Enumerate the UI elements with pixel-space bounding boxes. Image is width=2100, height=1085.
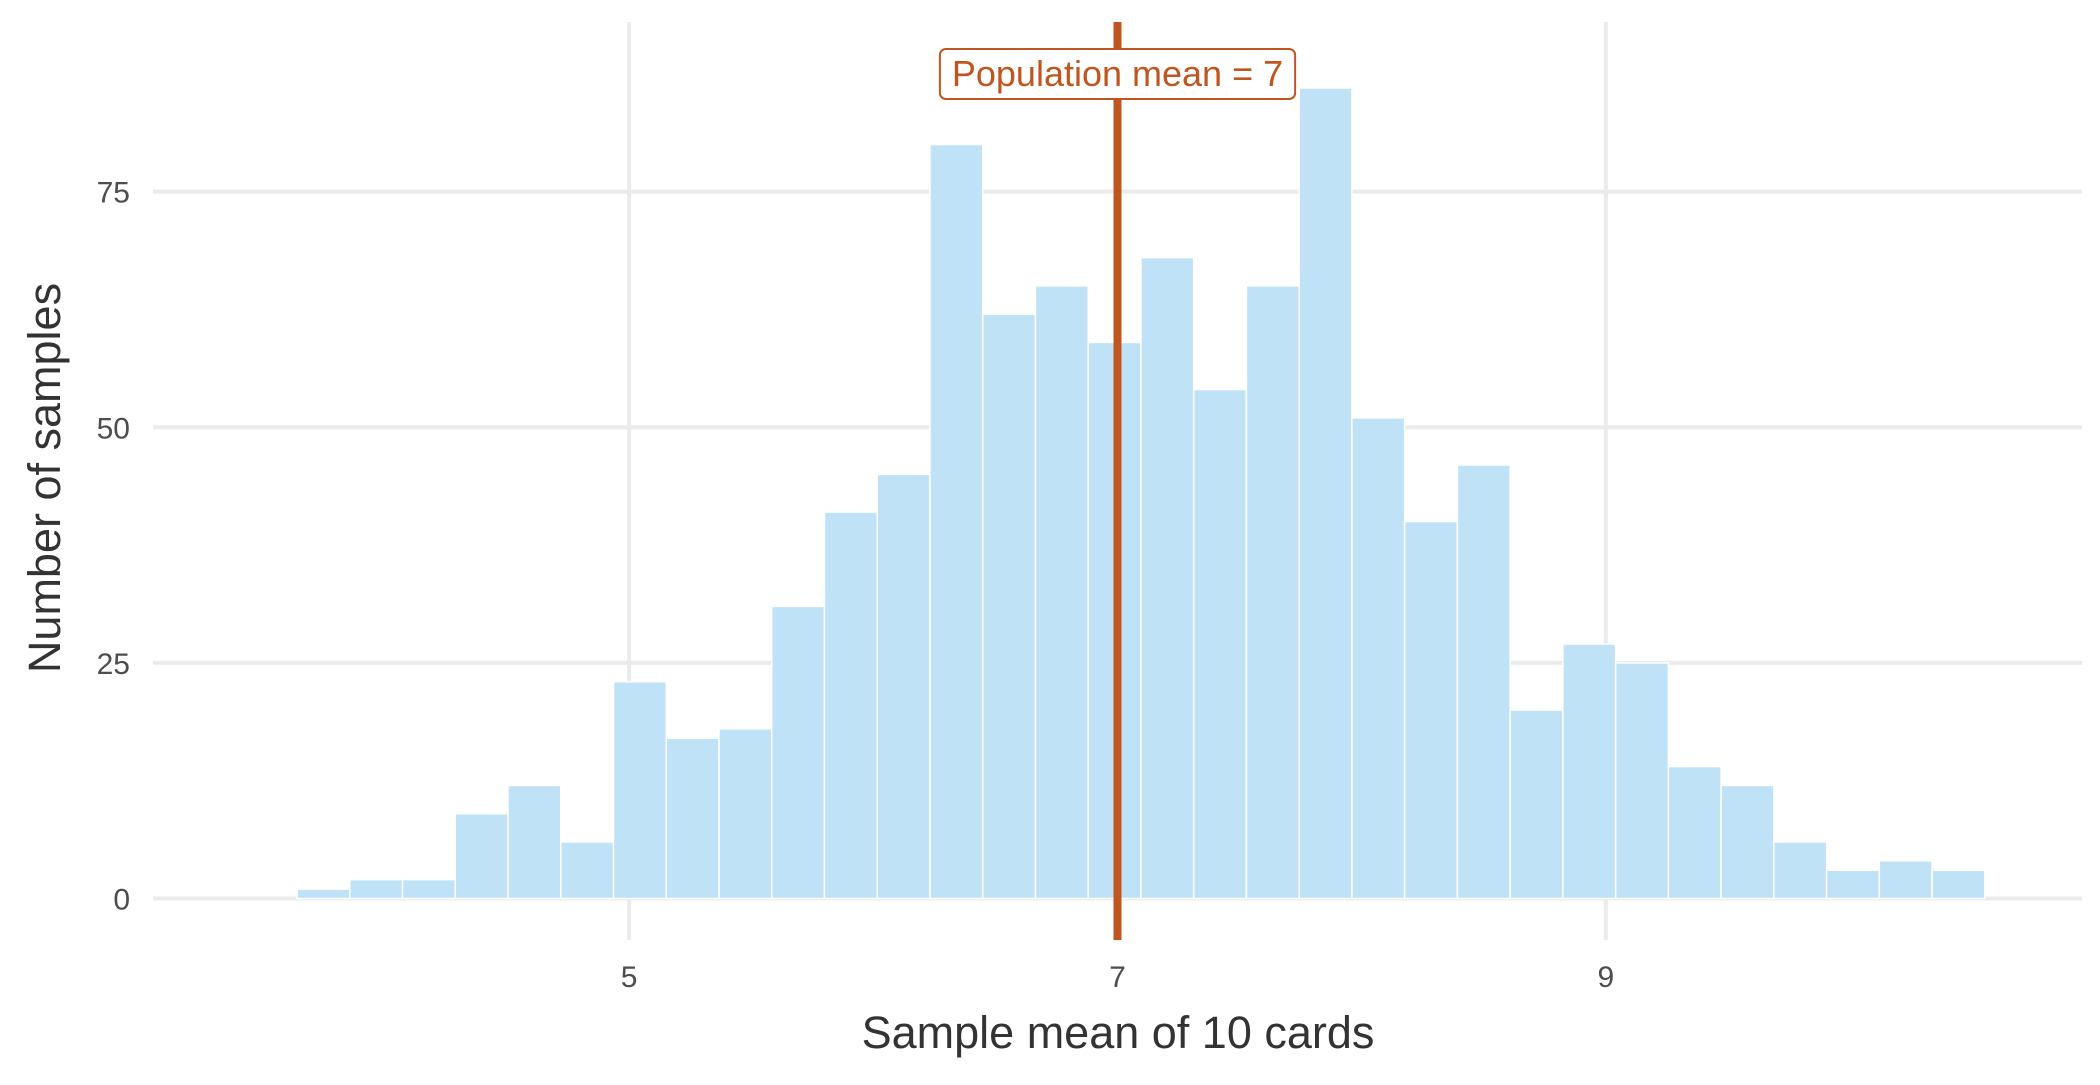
histogram-bar: [718, 728, 773, 900]
histogram-bar: [401, 878, 457, 900]
histogram-bar: [1720, 784, 1775, 900]
y-tick-label: 50: [97, 412, 130, 445]
histogram-bar: [612, 681, 668, 900]
x-tick-label: 7: [1109, 961, 1126, 994]
histogram-bar: [876, 473, 931, 900]
x-tick-label: 5: [621, 961, 638, 994]
histogram-bar: [1614, 662, 1670, 900]
histogram-bar: [1456, 464, 1511, 900]
histogram-bar: [454, 812, 509, 900]
y-axis-title: Number of samples: [19, 283, 70, 673]
histogram-bar: [823, 511, 878, 900]
histogram-bar: [1192, 388, 1248, 900]
bars-layer: [296, 87, 1986, 900]
histogram-bar: [1509, 709, 1564, 900]
histogram-bar: [1298, 87, 1353, 900]
histogram-bar: [1773, 841, 1828, 900]
histogram-bar: [1667, 765, 1722, 900]
histogram-bar: [1403, 520, 1459, 900]
histogram-bar: [1245, 285, 1300, 900]
histogram-bar: [349, 878, 404, 900]
histogram-bar: [1351, 417, 1406, 900]
histogram-bar: [1825, 869, 1881, 900]
histogram-bar: [1562, 643, 1617, 900]
histogram-bar: [770, 605, 826, 900]
histogram-bar: [1140, 256, 1195, 900]
y-tick-label: 25: [97, 648, 130, 681]
y-tick-label: 75: [97, 177, 130, 210]
tick-labels-layer: 0 25 50 75 5 7 9: [97, 177, 1615, 994]
mean-line-layer: Population mean = 7: [938, 22, 1297, 940]
histogram-bar: [1034, 285, 1089, 900]
x-tick-label: 9: [1598, 961, 1615, 994]
histogram-bar: [507, 784, 562, 900]
histogram-bar: [560, 841, 615, 900]
population-mean-label-box: [938, 48, 1297, 100]
x-axis-title: Sample mean of 10 cards: [862, 1007, 1375, 1058]
histogram-bar: [1878, 860, 1933, 900]
histogram-bar: [1931, 869, 1986, 900]
histogram-bar: [296, 888, 351, 900]
population-mean-label: Population mean = 7: [952, 53, 1283, 94]
y-tick-label: 0: [113, 884, 130, 917]
histogram-bar: [981, 313, 1037, 900]
histogram-bar: [665, 737, 720, 900]
histogram-bar: [929, 143, 984, 900]
